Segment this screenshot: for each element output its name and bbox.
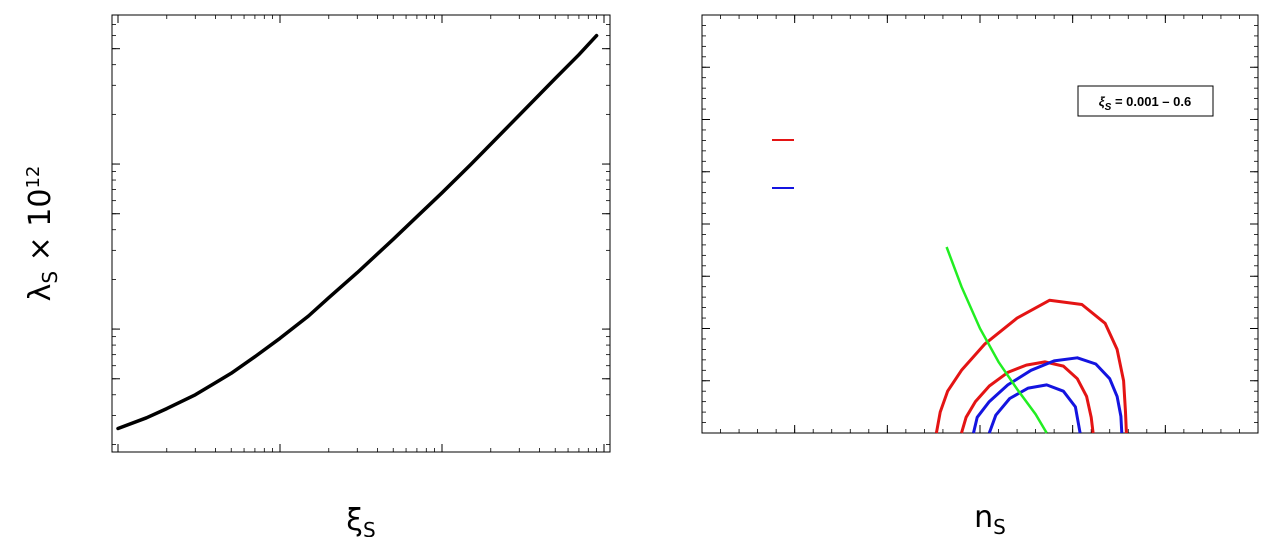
prediction-line (945, 246, 1048, 434)
series-curve (116, 33, 599, 431)
contour-line (934, 298, 1128, 434)
x-axis-label: ξS (346, 503, 375, 537)
annotation-text: ξS = 0.001 – 0.6 (1099, 94, 1191, 113)
plot-frame (701, 14, 1259, 434)
contour-line (960, 360, 1095, 434)
contour-line (972, 356, 1124, 434)
contour-line (987, 383, 1082, 434)
x-axis-label: nS (974, 500, 1006, 537)
lambda-vs-xi-plot: ξS λS × 1012 (23, 14, 611, 537)
plot-frame (111, 14, 611, 453)
annotation-box (1077, 85, 1214, 117)
r-vs-ns-plot: nS ξS = 0.001 – 0.6 (701, 14, 1259, 537)
y-axis-label: λS × 1012 (23, 166, 62, 302)
